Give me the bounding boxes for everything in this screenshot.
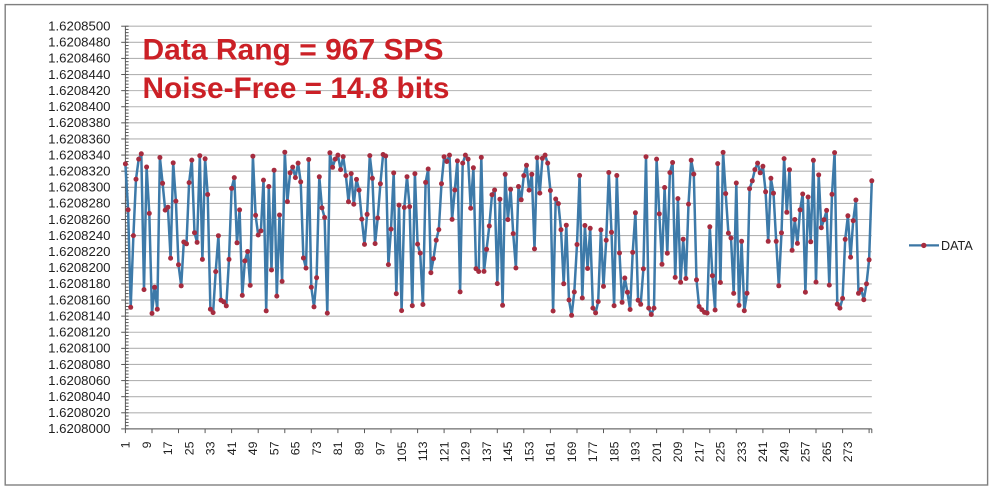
svg-text:1.6208220: 1.6208220 <box>48 244 110 259</box>
svg-text:241: 241 <box>756 441 770 462</box>
svg-text:273: 273 <box>841 441 855 462</box>
svg-text:81: 81 <box>331 441 345 455</box>
svg-text:177: 177 <box>586 441 600 462</box>
svg-text:137: 137 <box>480 441 494 462</box>
svg-text:1.6208240: 1.6208240 <box>48 228 110 243</box>
svg-text:113: 113 <box>416 441 430 461</box>
svg-text:1.6208080: 1.6208080 <box>48 357 110 372</box>
svg-text:1.6208460: 1.6208460 <box>48 51 110 66</box>
svg-text:1.6208440: 1.6208440 <box>48 67 110 82</box>
svg-text:1.6208340: 1.6208340 <box>48 147 110 162</box>
svg-text:49: 49 <box>246 441 260 455</box>
svg-text:1.6208100: 1.6208100 <box>48 341 110 356</box>
svg-text:1.6208040: 1.6208040 <box>48 389 110 404</box>
svg-text:1.6208180: 1.6208180 <box>48 276 110 291</box>
svg-text:1.6208120: 1.6208120 <box>48 325 110 340</box>
svg-text:1: 1 <box>119 441 133 448</box>
svg-text:185: 185 <box>607 441 621 462</box>
svg-text:1.6208020: 1.6208020 <box>48 405 110 420</box>
svg-text:25: 25 <box>182 441 196 455</box>
svg-text:153: 153 <box>522 441 536 462</box>
svg-text:17: 17 <box>161 441 175 455</box>
svg-text:161: 161 <box>544 441 558 462</box>
svg-text:1.6208300: 1.6208300 <box>48 180 110 195</box>
svg-text:209: 209 <box>671 441 685 462</box>
svg-text:1.6208060: 1.6208060 <box>48 373 110 388</box>
svg-text:DATA: DATA <box>941 239 973 253</box>
svg-text:1.6208360: 1.6208360 <box>48 131 110 146</box>
svg-text:1.6208480: 1.6208480 <box>48 35 110 50</box>
svg-text:Data Rang = 967 SPS: Data Rang = 967 SPS <box>143 34 444 67</box>
svg-text:1.6208200: 1.6208200 <box>48 260 110 275</box>
svg-text:57: 57 <box>267 441 281 455</box>
svg-text:193: 193 <box>629 441 643 462</box>
svg-text:1.6208140: 1.6208140 <box>48 308 110 323</box>
svg-text:1.6208160: 1.6208160 <box>48 292 110 307</box>
svg-text:105: 105 <box>395 441 409 462</box>
svg-text:33: 33 <box>204 441 218 455</box>
svg-text:249: 249 <box>777 441 791 462</box>
svg-text:1.6208260: 1.6208260 <box>48 212 110 227</box>
svg-text:233: 233 <box>735 441 749 462</box>
svg-text:1.6208500: 1.6208500 <box>48 19 110 34</box>
svg-text:129: 129 <box>459 441 473 462</box>
svg-text:1.6208320: 1.6208320 <box>48 163 110 178</box>
svg-text:265: 265 <box>820 441 834 462</box>
svg-text:1.6208280: 1.6208280 <box>48 196 110 211</box>
svg-text:257: 257 <box>799 441 813 462</box>
svg-text:1.6208380: 1.6208380 <box>48 115 110 130</box>
svg-text:169: 169 <box>565 441 579 462</box>
svg-text:97: 97 <box>374 441 388 455</box>
svg-text:201: 201 <box>650 441 664 462</box>
svg-text:1.6208400: 1.6208400 <box>48 99 110 114</box>
svg-text:217: 217 <box>692 441 706 462</box>
svg-text:89: 89 <box>352 441 366 455</box>
svg-text:9: 9 <box>140 441 154 448</box>
svg-text:145: 145 <box>501 441 515 462</box>
svg-text:121: 121 <box>437 441 451 462</box>
svg-text:Noise-Free = 14.8 bits: Noise-Free = 14.8 bits <box>143 72 450 105</box>
svg-text:1.6208420: 1.6208420 <box>48 83 110 98</box>
svg-text:41: 41 <box>225 441 239 455</box>
svg-text:65: 65 <box>289 441 303 455</box>
svg-text:73: 73 <box>310 441 324 455</box>
svg-text:1.6208000: 1.6208000 <box>48 421 110 436</box>
svg-text:225: 225 <box>714 441 728 462</box>
